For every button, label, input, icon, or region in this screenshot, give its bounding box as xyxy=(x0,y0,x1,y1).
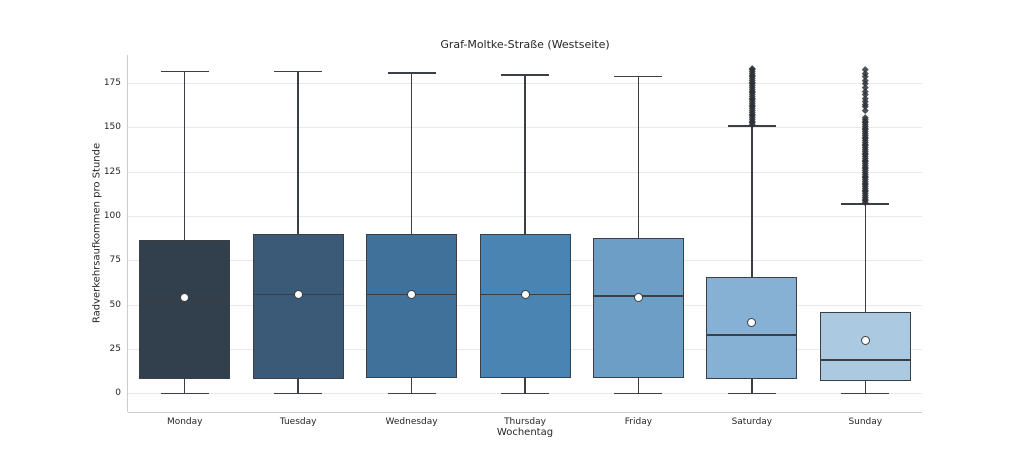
x-tick-label: Friday xyxy=(624,417,653,427)
lower-whisker-cap xyxy=(727,392,776,395)
iqr-box xyxy=(479,234,571,378)
upper-whisker-cap xyxy=(160,70,209,73)
lower-whisker xyxy=(410,377,413,394)
y-tick-label: 100 xyxy=(103,211,121,221)
upper-whisker xyxy=(183,71,186,240)
mean-marker xyxy=(180,293,190,303)
iqr-box xyxy=(819,312,911,382)
mean-marker xyxy=(293,289,303,299)
mean-marker xyxy=(407,289,417,299)
upper-whisker xyxy=(637,76,640,238)
x-tick-label: Wednesday xyxy=(385,417,438,427)
mean-marker xyxy=(633,293,643,303)
lower-whisker xyxy=(864,381,867,394)
x-axis-label: Wochentag xyxy=(496,427,554,438)
x-tick-label: Monday xyxy=(166,417,203,427)
upper-whisker-cap xyxy=(274,70,323,73)
chart-title: Graf-Moltke-Straße (Westseite) xyxy=(440,38,610,51)
iqr-box xyxy=(592,237,684,378)
y-tick-label: 175 xyxy=(103,78,121,89)
upper-whisker xyxy=(297,71,299,235)
y-tick-label: 150 xyxy=(103,122,121,133)
upper-whisker-cap xyxy=(501,74,549,76)
x-tick-label: Tuesday xyxy=(279,417,317,427)
lower-whisker-cap xyxy=(841,392,890,395)
upper-whisker-cap xyxy=(387,72,436,74)
median-line xyxy=(706,334,798,336)
y-tick-label: 25 xyxy=(109,343,121,354)
upper-whisker xyxy=(410,73,413,235)
mean-marker xyxy=(747,318,757,328)
lower-whisker xyxy=(183,379,186,394)
lower-whisker xyxy=(751,379,753,394)
lower-whisker xyxy=(637,377,640,394)
mean-marker xyxy=(520,289,530,299)
left-spine xyxy=(127,55,128,412)
iqr-box xyxy=(366,234,458,378)
iqr-box xyxy=(139,239,231,380)
y-tick-label: 75 xyxy=(109,255,121,266)
upper-whisker xyxy=(864,204,867,313)
mean-marker xyxy=(860,335,870,345)
lower-whisker xyxy=(297,379,299,394)
y-tick-label: 0 xyxy=(115,388,121,399)
lower-whisker-cap xyxy=(387,392,436,395)
bottom-spine xyxy=(128,412,922,413)
upper-whisker xyxy=(751,126,753,277)
upper-whisker xyxy=(524,74,526,235)
lower-whisker-cap xyxy=(274,392,323,395)
x-tick-label: Saturday xyxy=(731,417,773,427)
lower-whisker-cap xyxy=(614,392,663,395)
iqr-box xyxy=(252,234,344,380)
y-tick-label: 125 xyxy=(103,166,121,177)
lower-whisker-cap xyxy=(160,392,209,395)
lower-whisker xyxy=(524,377,526,394)
lower-whisker-cap xyxy=(501,392,549,395)
median-line xyxy=(819,359,911,361)
x-tick-label: Sunday xyxy=(848,417,883,427)
x-tick-label: Thursday xyxy=(504,417,546,427)
iqr-box xyxy=(706,276,798,380)
upper-whisker-cap xyxy=(614,75,663,78)
y-tick-label: 50 xyxy=(109,299,121,310)
